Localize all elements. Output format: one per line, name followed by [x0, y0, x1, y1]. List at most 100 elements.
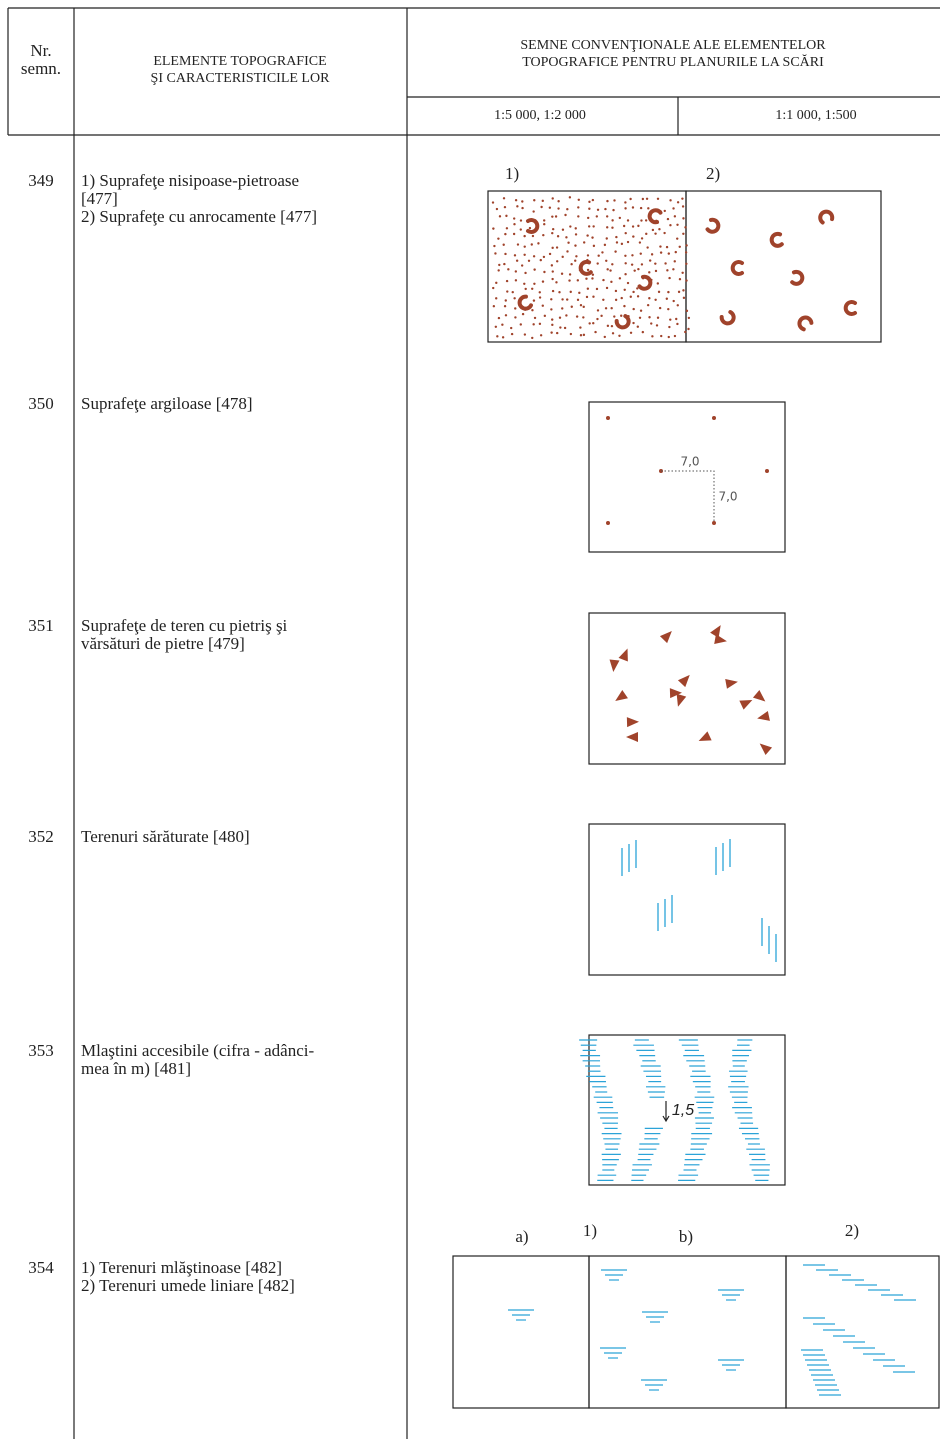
- sand-dot: [676, 201, 680, 204]
- sand-dot: [624, 201, 627, 204]
- sand-dot: [631, 254, 634, 257]
- sand-dot: [604, 207, 607, 211]
- sand-dot: [591, 236, 594, 239]
- clay-dot: [765, 469, 769, 473]
- sand-dot: [556, 235, 560, 238]
- gravel-triangle: [626, 732, 639, 743]
- sand-dot: [502, 243, 505, 246]
- sand-dot: [655, 324, 659, 327]
- sand-dot: [672, 207, 675, 210]
- sand-dot: [577, 198, 580, 202]
- sand-dot: [637, 267, 640, 271]
- sand-dot: [636, 295, 640, 298]
- clay-dot: [606, 521, 610, 525]
- header-signs: SEMNE CONVENŢIONALE ALE ELEMENTELOR: [520, 38, 826, 53]
- sand-dot: [575, 255, 578, 258]
- clay-dot: [712, 521, 716, 525]
- sand-dot: [539, 334, 543, 337]
- sand-dot: [512, 232, 516, 236]
- gravel-triangle: [626, 717, 639, 728]
- sand-dot: [685, 309, 689, 313]
- header-scale: 1:5 000, 1:2 000: [494, 108, 586, 123]
- sand-dot: [592, 244, 596, 248]
- sand-dot: [676, 237, 679, 240]
- sand-dot: [576, 279, 580, 282]
- sand-dot: [684, 330, 687, 334]
- sand-dot: [574, 233, 578, 236]
- sand-dot: [523, 245, 526, 248]
- sand-dot: [577, 215, 580, 218]
- sand-dot: [514, 279, 518, 282]
- sand-dot: [509, 326, 513, 330]
- sand-dot: [564, 213, 567, 217]
- crescent: [790, 269, 805, 286]
- sand-dot: [606, 324, 610, 328]
- sand-dot: [596, 309, 600, 312]
- sand-dot: [543, 223, 546, 226]
- sand-dot: [684, 251, 688, 254]
- sand-dot: [651, 228, 655, 232]
- sand-dot: [542, 233, 545, 237]
- sand-dot: [521, 206, 524, 210]
- row-description: Suprafeţe argiloase [478]: [81, 394, 253, 413]
- header-number: Nr.: [30, 41, 51, 60]
- sand-dot: [596, 208, 600, 212]
- gravel-triangle: [725, 678, 738, 689]
- sand-dot: [660, 334, 663, 338]
- sand-dot: [586, 216, 590, 220]
- sand-dot: [538, 296, 542, 299]
- gravel-triangle: [739, 700, 753, 710]
- gravel-triangle: [698, 731, 712, 741]
- sand-dot: [672, 268, 675, 271]
- gravel-triangle: [618, 648, 628, 662]
- sand-dot: [612, 208, 615, 212]
- row-number: 349: [28, 171, 54, 190]
- sand-dot: [514, 307, 517, 310]
- sand-dot: [495, 297, 498, 300]
- sand-dot: [497, 237, 500, 240]
- sand-dot: [632, 235, 635, 238]
- sand-dot: [504, 252, 507, 256]
- sand-dot: [568, 279, 571, 282]
- sand-dot: [541, 304, 544, 307]
- sand-dot: [567, 241, 570, 244]
- sand-dot: [633, 269, 636, 272]
- sand-dot: [597, 254, 600, 257]
- sand-dot: [541, 280, 545, 283]
- sand-dot: [569, 225, 572, 228]
- sand-dot: [579, 334, 583, 337]
- sand-dot: [648, 297, 651, 300]
- sand-dot: [614, 298, 618, 302]
- crescent: [818, 209, 835, 225]
- sand-dot: [566, 250, 569, 253]
- sand-dot: [557, 207, 560, 210]
- symbol-box: [685, 190, 882, 343]
- sand-dot: [519, 219, 523, 222]
- sand-dot: [519, 323, 522, 326]
- sand-dot: [687, 327, 690, 331]
- sand-dot: [667, 307, 670, 311]
- sand-dot: [515, 259, 519, 262]
- sand-dot: [658, 306, 662, 310]
- sand-dot: [675, 317, 678, 321]
- sand-dot: [495, 207, 499, 211]
- sand-dot: [624, 231, 627, 235]
- sand-dot: [596, 262, 599, 265]
- sand-dot: [682, 289, 685, 292]
- sand-dot: [503, 304, 507, 308]
- sand-dot: [532, 255, 536, 258]
- row-description: 2) Terenuri umede liniare [482]: [81, 1276, 295, 1295]
- sand-dot: [516, 243, 520, 246]
- sand-dot: [603, 335, 606, 339]
- sand-dot: [646, 246, 649, 249]
- sand-dot: [527, 259, 531, 262]
- sand-dot: [632, 290, 635, 294]
- sand-dot: [682, 232, 685, 236]
- sand-dot: [648, 259, 652, 262]
- crescent: [614, 314, 631, 330]
- dimension-line: [661, 470, 715, 523]
- sand-dot: [524, 287, 527, 291]
- sand-dot: [498, 263, 501, 267]
- sand-dot: [685, 244, 688, 247]
- gravel-triangle: [714, 634, 727, 645]
